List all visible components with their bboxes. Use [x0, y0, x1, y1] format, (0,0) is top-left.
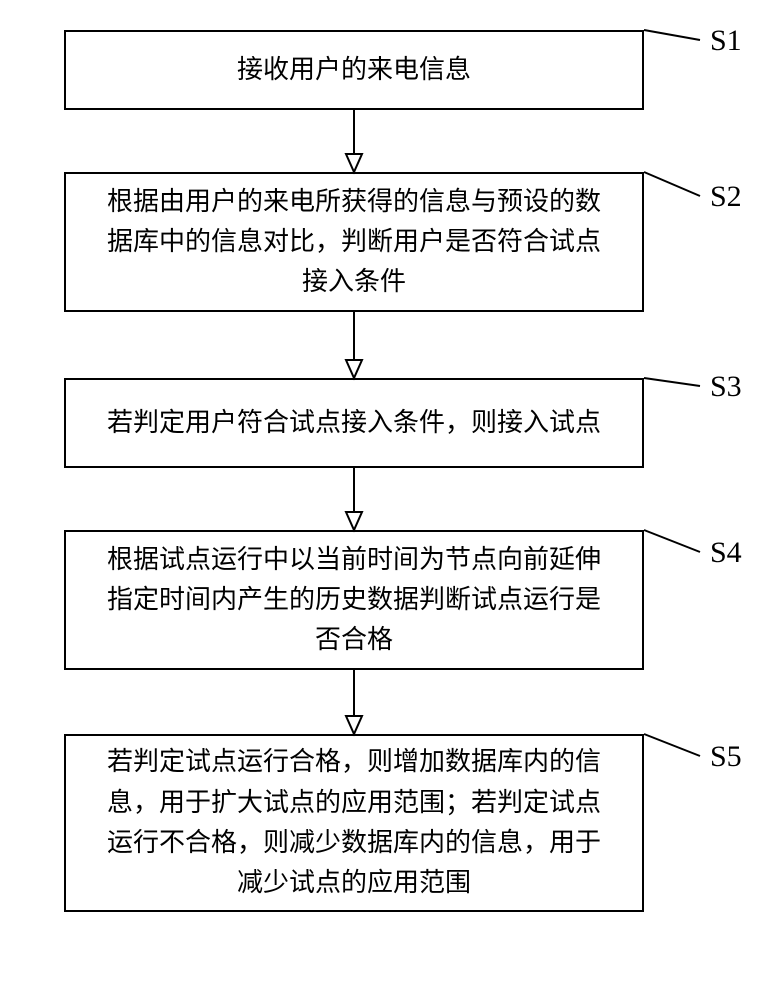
flowchart-canvas: 接收用户的来电信息 根据由用户的来电所获得的信息与预设的数据库中的信息对比，判断… — [0, 0, 777, 1000]
step-text: 根据试点运行中以当前时间为节点向前延伸指定时间内产生的历史数据判断试点运行是否合… — [107, 540, 601, 661]
step-label-s3: S3 — [710, 370, 742, 404]
step-label-text: S4 — [710, 536, 742, 569]
step-text: 若判定试点运行合格，则增加数据库内的信息，用于扩大试点的应用范围；若判定试点运行… — [107, 742, 601, 903]
step-label-s1: S1 — [710, 24, 742, 58]
step-label-s5: S5 — [710, 740, 742, 774]
step-text: 根据由用户的来电所获得的信息与预设的数据库中的信息对比，判断用户是否符合试点接入… — [107, 182, 601, 303]
step-label-text: S5 — [710, 740, 742, 773]
step-label-text: S3 — [710, 370, 742, 403]
step-label-text: S1 — [710, 24, 742, 57]
step-box-s4: 根据试点运行中以当前时间为节点向前延伸指定时间内产生的历史数据判断试点运行是否合… — [64, 530, 644, 670]
step-text: 若判定用户符合试点接入条件，则接入试点 — [107, 403, 601, 443]
step-label-text: S2 — [710, 180, 742, 213]
step-box-s1: 接收用户的来电信息 — [64, 30, 644, 110]
step-label-s4: S4 — [710, 536, 742, 570]
step-label-s2: S2 — [710, 180, 742, 214]
step-text: 接收用户的来电信息 — [237, 50, 471, 90]
step-box-s2: 根据由用户的来电所获得的信息与预设的数据库中的信息对比，判断用户是否符合试点接入… — [64, 172, 644, 312]
step-box-s3: 若判定用户符合试点接入条件，则接入试点 — [64, 378, 644, 468]
step-box-s5: 若判定试点运行合格，则增加数据库内的信息，用于扩大试点的应用范围；若判定试点运行… — [64, 734, 644, 912]
